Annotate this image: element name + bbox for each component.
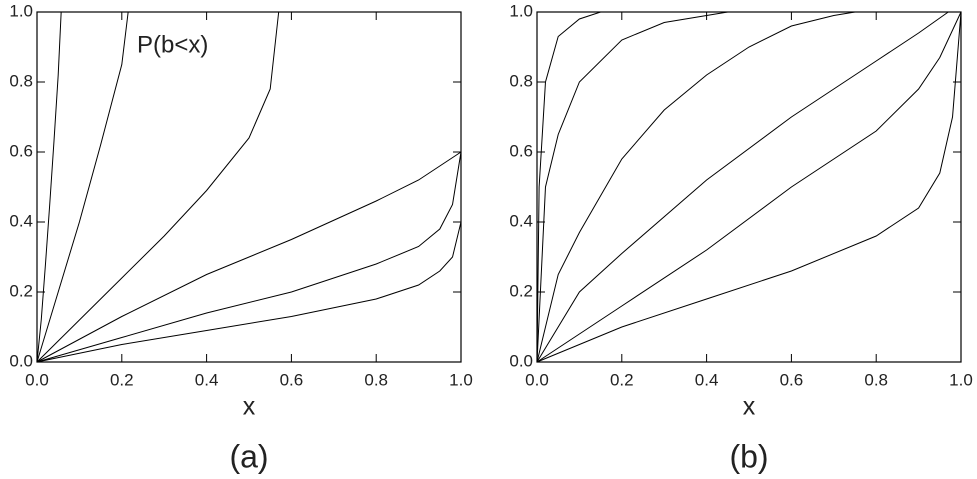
y-tick-label: 0.4 [9, 211, 33, 230]
curve [36, 11, 129, 363]
y-tick-label: 0.2 [9, 281, 33, 300]
curve [36, 221, 462, 363]
y-tick-label: 0.0 [509, 351, 533, 370]
x-tick-label: 0.2 [110, 370, 134, 389]
y-tick-label: 0.6 [9, 141, 33, 160]
curve [536, 11, 856, 363]
y-tick-label: 0.8 [9, 71, 33, 90]
curve [536, 11, 962, 363]
panel-caption: (a) [229, 438, 268, 474]
x-axis-label: x [743, 393, 756, 421]
curve [536, 11, 962, 363]
plot-frame [36, 11, 462, 363]
x-tick-label: 0.4 [695, 370, 719, 389]
y-tick-label: 1.0 [9, 1, 33, 20]
panel-caption: (b) [729, 438, 768, 474]
x-tick-label: 0.6 [280, 370, 304, 389]
x-tick-label: 1.0 [949, 370, 973, 389]
y-tick-label: 0.0 [9, 351, 33, 370]
y-tick-label: 0.8 [509, 71, 533, 90]
x-tick-label: 0.0 [525, 370, 549, 389]
curve [536, 11, 728, 363]
x-tick-label: 0.0 [25, 370, 49, 389]
annotation: P(b<x) [137, 31, 208, 58]
x-tick-label: 0.4 [195, 370, 219, 389]
x-tick-label: 0.8 [864, 370, 888, 389]
x-tick-label: 0.2 [610, 370, 634, 389]
y-tick-label: 0.6 [509, 141, 533, 160]
curve [36, 11, 62, 363]
x-tick-label: 0.8 [364, 370, 388, 389]
x-tick-label: 0.6 [780, 370, 804, 389]
y-tick-label: 1.0 [509, 1, 533, 20]
curve [36, 151, 462, 363]
x-axis-label: x [243, 393, 256, 421]
plot-frame [536, 11, 962, 363]
y-tick-label: 0.4 [509, 211, 533, 230]
curve [36, 151, 462, 363]
x-tick-label: 1.0 [449, 370, 473, 389]
curve [536, 11, 949, 363]
y-tick-label: 0.2 [509, 281, 533, 300]
curve [36, 11, 280, 363]
